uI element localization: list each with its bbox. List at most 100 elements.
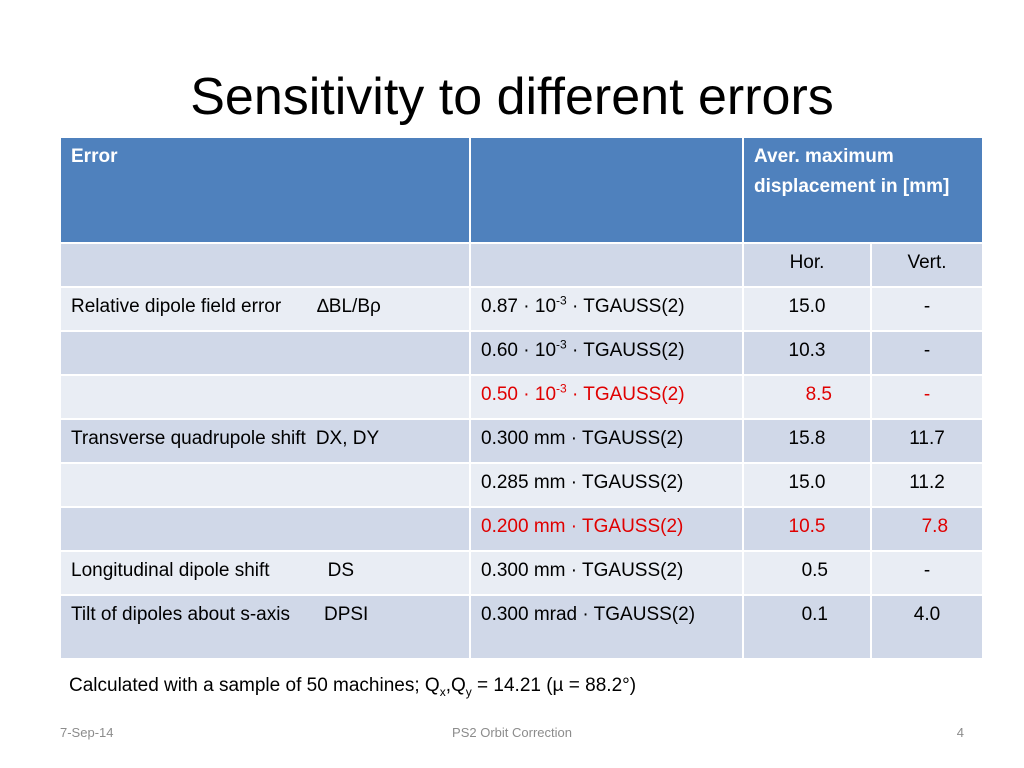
row-distribution: TGAUSS(2) xyxy=(583,340,685,361)
subheader-vert: Vert. xyxy=(869,242,985,288)
row-error-symbol: DX, DY xyxy=(315,428,380,449)
table-row: 0.285 mm · TGAUSS(2) 15.0 11.2 xyxy=(59,462,985,508)
ten-base: 10 xyxy=(534,340,557,361)
row-error-cell: Tilt of dipoles about s-axis DPSI xyxy=(59,594,471,660)
row-error-name: Longitudinal dipole shift xyxy=(71,560,270,581)
exponent: -3 xyxy=(556,381,567,396)
table-row: 0.200 mm · TGAUSS(2) 10.5 7.8 xyxy=(59,506,985,552)
row-distribution: TGAUSS(2) xyxy=(582,472,684,493)
dot-operator: · xyxy=(570,428,578,449)
row-hor: 15.0 xyxy=(742,286,872,332)
table-row: Relative dipole field error ∆BL/Bρ 0.87 ·… xyxy=(59,286,985,332)
row-hor: 15.8 xyxy=(742,418,872,464)
dot-operator: · xyxy=(571,384,579,405)
dot-operator: · xyxy=(570,516,578,537)
row-vert: - xyxy=(869,330,985,376)
sensitivity-table: Error Aver. maximum displacement in [mm]… xyxy=(59,136,985,660)
row-vert: - xyxy=(869,374,985,420)
table-subheader-row: Hor. Vert. xyxy=(59,242,985,288)
row-setting-cell: 0.300 mm · TGAUSS(2) xyxy=(469,550,744,596)
table-header-row: Error Aver. maximum displacement in [mm] xyxy=(59,136,985,244)
note-prefix: Calculated with a sample of 50 machines;… xyxy=(69,675,440,696)
dot-operator: · xyxy=(571,340,579,361)
row-distribution: TGAUSS(2) xyxy=(582,560,684,581)
row-hor: 10.3 xyxy=(742,330,872,376)
dot-operator: · xyxy=(571,296,579,317)
table-row: 0.50 · 10-3 · TGAUSS(2) 8.5 - xyxy=(59,374,985,420)
row-error-name: Transverse quadrupole shift xyxy=(71,428,306,449)
row-amount: 0.300 mrad xyxy=(481,604,578,625)
row-setting-cell: 0.285 mm · TGAUSS(2) xyxy=(469,462,744,508)
row-amount: 0.285 mm xyxy=(481,472,566,493)
row-error-cell xyxy=(59,506,471,552)
row-hor: 0.1 xyxy=(742,594,872,660)
note-sub-x: x xyxy=(439,684,446,699)
dot-operator: · xyxy=(570,560,578,581)
row-amount: 0.200 mm xyxy=(481,516,566,537)
dot-operator: · xyxy=(582,604,589,625)
row-amount: 0.300 mm xyxy=(481,560,566,581)
subheader-empty-2 xyxy=(469,242,744,288)
row-vert: - xyxy=(869,286,985,332)
row-error-cell: Longitudinal dipole shift DS xyxy=(59,550,471,596)
row-vert: 7.8 xyxy=(869,506,985,552)
header-setting xyxy=(469,136,744,244)
row-error-name: Tilt of dipoles about s-axis xyxy=(71,604,290,625)
row-distribution: TGAUSS(2) xyxy=(582,428,684,449)
table-row: Longitudinal dipole shift DS 0.300 mm · T… xyxy=(59,550,985,596)
table-row: Transverse quadrupole shift DX, DY 0.300 … xyxy=(59,418,985,464)
slide-title: Sensitivity to different errors xyxy=(190,68,834,126)
exponent: -3 xyxy=(556,293,567,308)
row-setting-cell: 0.300 mrad · TGAUSS(2) xyxy=(469,594,744,660)
row-distribution: TGAUSS(2) xyxy=(593,604,696,625)
footer-date: 7-Sep-14 xyxy=(60,725,114,740)
row-vert: 4.0 xyxy=(869,594,985,660)
row-hor: 10.5 xyxy=(742,506,872,552)
dot-operator: · xyxy=(523,340,530,361)
subheader-hor: Hor. xyxy=(742,242,872,288)
row-coef: 0.87 xyxy=(481,296,518,317)
row-coef: 0.60 xyxy=(481,340,518,361)
note-sub-y: y xyxy=(465,684,472,699)
row-hor: 0.5 xyxy=(742,550,872,596)
subheader-empty-1 xyxy=(59,242,471,288)
row-distribution: TGAUSS(2) xyxy=(582,516,684,537)
header-displacement: Aver. maximum displacement in [mm] xyxy=(741,136,985,244)
table-row: Tilt of dipoles about s-axis DPSI 0.300 m… xyxy=(59,594,985,660)
ten-base: 10 xyxy=(534,384,557,405)
footer-page-number: 4 xyxy=(956,725,964,740)
row-vert: - xyxy=(869,550,985,596)
note-comma: ,Q xyxy=(445,675,466,696)
row-setting-cell: 0.200 mm · TGAUSS(2) xyxy=(469,506,744,552)
row-error-cell xyxy=(59,462,471,508)
row-error-symbol: ∆BL/Bρ xyxy=(317,296,381,317)
row-vert: 11.2 xyxy=(869,462,985,508)
row-error-symbol: DS xyxy=(327,560,354,581)
row-error-name: Relative dipole field error xyxy=(71,296,282,317)
row-amount: 0.300 mm xyxy=(481,428,566,449)
row-error-cell xyxy=(59,330,471,376)
header-error: Error xyxy=(59,136,471,244)
row-error-symbol: DPSI xyxy=(323,604,369,625)
calculation-note: Calculated with a sample of 50 machines;… xyxy=(69,675,637,699)
row-coef: 0.50 xyxy=(481,384,518,405)
row-setting-cell: 0.50 · 10-3 · TGAUSS(2) xyxy=(469,374,744,420)
exponent: -3 xyxy=(556,337,567,352)
row-setting-cell: 0.60 · 10-3 · TGAUSS(2) xyxy=(469,330,744,376)
row-error-cell xyxy=(59,374,471,420)
row-hor: 8.5 xyxy=(742,374,872,420)
row-distribution: TGAUSS(2) xyxy=(583,296,685,317)
row-vert: 11.7 xyxy=(869,418,985,464)
dot-operator: · xyxy=(523,384,530,405)
ten-base: 10 xyxy=(534,296,557,317)
row-setting-cell: 0.87 · 10-3 · TGAUSS(2) xyxy=(469,286,744,332)
footer-title: PS2 Orbit Correction xyxy=(452,725,572,740)
row-hor: 15.0 xyxy=(742,462,872,508)
dot-operator: · xyxy=(523,296,530,317)
row-setting-cell: 0.300 mm · TGAUSS(2) xyxy=(469,418,744,464)
dot-operator: · xyxy=(570,472,578,493)
table-row: 0.60 · 10-3 · TGAUSS(2) 10.3 - xyxy=(59,330,985,376)
row-error-cell: Transverse quadrupole shift DX, DY xyxy=(59,418,471,464)
note-suffix: = 14.21 (µ = 88.2°) xyxy=(471,675,637,696)
row-error-cell: Relative dipole field error ∆BL/Bρ xyxy=(59,286,471,332)
